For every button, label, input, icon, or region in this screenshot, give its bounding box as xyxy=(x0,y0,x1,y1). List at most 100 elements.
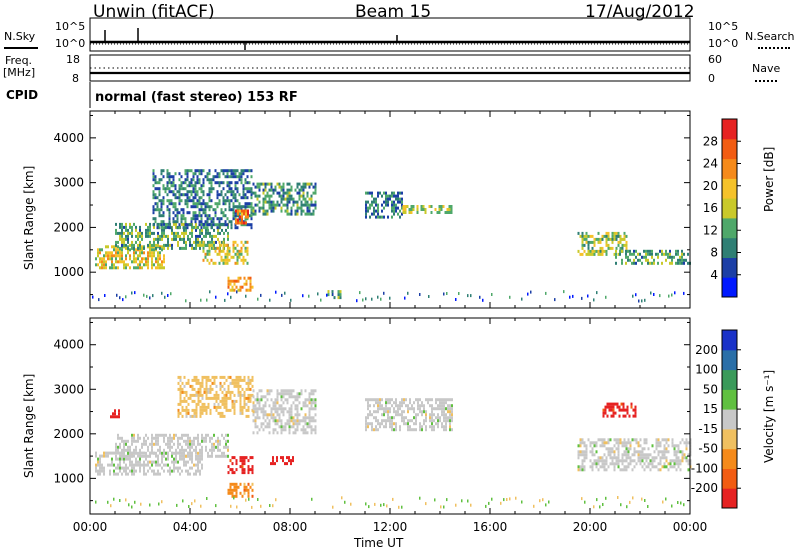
data-cell xyxy=(201,396,204,400)
data-cell xyxy=(174,205,177,209)
data-cell xyxy=(245,209,247,213)
data-cell xyxy=(623,453,626,457)
data-cell xyxy=(185,414,188,418)
data-cell xyxy=(222,249,225,253)
data-cell xyxy=(302,185,305,189)
data-cell xyxy=(675,450,678,454)
ground-scatter-cell xyxy=(191,502,193,506)
data-cell xyxy=(304,401,307,405)
data-cell xyxy=(623,450,626,454)
data-cell xyxy=(202,202,205,206)
data-cell xyxy=(147,243,149,247)
data-cell xyxy=(182,193,185,197)
data-cell xyxy=(613,234,616,238)
data-cell xyxy=(151,248,153,252)
data-cell xyxy=(246,175,249,179)
data-cell xyxy=(401,419,403,423)
ground-scatter-cell xyxy=(248,497,250,501)
data-cell xyxy=(266,416,269,420)
data-cell xyxy=(179,399,182,403)
data-cell xyxy=(167,243,169,247)
ground-scatter-cell xyxy=(680,501,682,505)
data-cell xyxy=(223,381,226,385)
data-cell xyxy=(310,389,313,393)
data-cell xyxy=(641,255,643,259)
data-cell xyxy=(237,485,240,489)
data-cell xyxy=(163,222,165,226)
ground-scatter-cell xyxy=(317,292,319,296)
data-cell xyxy=(208,193,211,197)
data-cell xyxy=(183,408,186,412)
data-cell xyxy=(131,442,133,446)
data-cell xyxy=(294,200,297,204)
data-cell xyxy=(139,231,141,235)
data-cell xyxy=(310,425,313,429)
data-cell xyxy=(141,231,143,235)
data-cell xyxy=(174,193,177,197)
data-cell xyxy=(206,252,209,256)
data-cell xyxy=(157,243,159,247)
data-cell xyxy=(113,469,115,473)
data-cell xyxy=(227,445,229,449)
data-cell xyxy=(247,482,250,486)
data-cell xyxy=(194,217,197,221)
data-cell xyxy=(201,393,204,397)
colorbar-frame xyxy=(721,329,738,509)
data-cell xyxy=(252,395,255,399)
data-cell xyxy=(441,410,443,414)
data-cell xyxy=(171,454,173,458)
data-cell xyxy=(208,205,211,209)
data-cell xyxy=(615,459,618,463)
data-cell xyxy=(619,240,622,244)
data-cell xyxy=(300,206,303,210)
data-cell xyxy=(174,214,177,218)
ground-scatter-cell xyxy=(308,294,310,298)
data-cell xyxy=(643,447,646,451)
data-cell xyxy=(103,266,105,270)
data-cell xyxy=(198,187,201,191)
data-cell xyxy=(605,456,608,460)
data-cell xyxy=(657,462,660,466)
data-cell xyxy=(625,447,628,451)
data-cell xyxy=(193,448,195,452)
data-cell xyxy=(282,395,285,399)
data-cell xyxy=(238,193,241,197)
data-cell xyxy=(212,223,215,227)
data-cell xyxy=(669,465,672,469)
data-cell xyxy=(141,251,143,255)
ground-scatter-cell xyxy=(653,293,655,296)
data-cell xyxy=(601,438,604,442)
data-cell xyxy=(589,249,592,253)
data-cell xyxy=(222,169,225,173)
data-cell xyxy=(191,439,193,443)
data-cell xyxy=(247,488,250,492)
data-cell xyxy=(165,463,167,467)
data-cell xyxy=(204,255,207,259)
data-cell xyxy=(224,202,227,206)
data-cell xyxy=(577,444,580,448)
data-cell xyxy=(151,463,153,467)
data-cell xyxy=(385,425,387,429)
data-cell xyxy=(618,405,621,409)
data-cell xyxy=(308,197,311,201)
data-cell xyxy=(109,266,111,270)
data-cell xyxy=(179,234,181,238)
data-cell xyxy=(611,447,614,451)
data-cell xyxy=(228,199,231,203)
y-tick-label: 1000 xyxy=(53,265,84,279)
data-cell xyxy=(252,431,255,435)
data-cell xyxy=(213,445,215,449)
data-cell xyxy=(410,211,413,214)
data-cell xyxy=(448,211,451,214)
data-cell xyxy=(133,463,135,467)
data-cell xyxy=(177,451,179,455)
data-cell xyxy=(218,223,221,227)
data-cell xyxy=(250,187,253,191)
data-cell xyxy=(160,172,163,176)
data-cell xyxy=(187,451,189,455)
ground-scatter-cell xyxy=(671,504,673,508)
data-cell xyxy=(312,389,315,393)
data-cell xyxy=(375,401,377,405)
ground-scatter-cell xyxy=(455,298,457,301)
data-cell xyxy=(206,220,209,224)
